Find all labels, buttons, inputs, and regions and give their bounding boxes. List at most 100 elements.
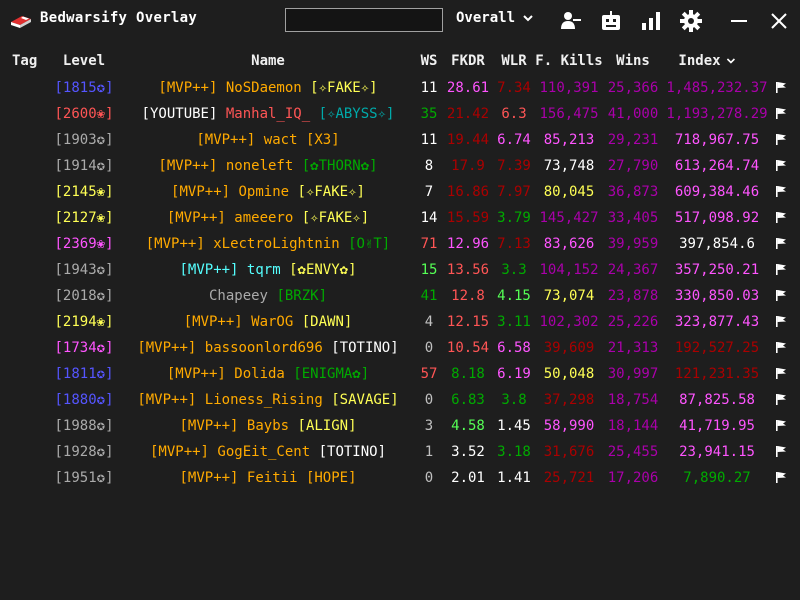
player-wlr: 6.19 xyxy=(497,366,531,382)
flag-icon[interactable] xyxy=(775,445,787,457)
stats-chart-icon[interactable] xyxy=(640,10,662,32)
search-input[interactable] xyxy=(285,8,443,32)
header-level[interactable]: Level xyxy=(62,53,106,69)
table-row[interactable]: [1880✪] [MVP++] Lioness_Rising [SAVAGE] 0 6… xyxy=(0,387,800,413)
table-row[interactable]: [2018✪] Chapeey [BRZK] 41 12.8 4.15 73,074 23,… xyxy=(0,283,800,309)
player-wlr: 3.79 xyxy=(497,210,531,226)
player-wins: 18,144 xyxy=(607,418,659,434)
player-winstreak: 4 xyxy=(424,314,434,330)
add-user-icon[interactable] xyxy=(560,10,582,32)
table-row[interactable]: [1914✪] [MVP++] noneleft [✿THORN✿] 8 17.9 7.… xyxy=(0,153,800,179)
player-name-cell[interactable]: [MVP++] xLectroLightnin [O✌T] xyxy=(146,231,390,257)
player-wlr: 7.39 xyxy=(497,158,531,174)
flag-icon[interactable] xyxy=(775,107,787,119)
player-guild: [ALIGN] xyxy=(297,418,357,434)
flag-icon[interactable] xyxy=(775,341,787,353)
flag-icon[interactable] xyxy=(775,133,787,145)
flag-icon[interactable] xyxy=(775,263,787,275)
player-wins: 33,405 xyxy=(607,210,659,226)
flag-icon[interactable] xyxy=(775,393,787,405)
player-guild: [HOPE] xyxy=(305,470,357,486)
header-tag[interactable]: Tag xyxy=(12,53,38,69)
flag-icon[interactable] xyxy=(775,367,787,379)
table-row[interactable]: [1988✪] [MVP++] Baybs [ALIGN] 3 4.58 1.45 58,… xyxy=(0,413,800,439)
player-name-cell[interactable]: Chapeey [BRZK] xyxy=(209,283,327,309)
flag-icon[interactable] xyxy=(775,159,787,171)
table-row[interactable]: [2194❀] [MVP++] WarOG [DAWN] 4 12.15 3.11 102… xyxy=(0,309,800,335)
player-wins: 25,366 xyxy=(607,80,659,96)
table-row[interactable]: [2145❀] [MVP++] Opmine [✧FAKE✧] 7 16.86 7.97… xyxy=(0,179,800,205)
table-row[interactable]: [1734✪] [MVP++] bassoonlord696 [TOTINO] 0 1… xyxy=(0,335,800,361)
player-level: [2600❀] xyxy=(54,106,114,122)
player-index: 323,877.43 xyxy=(674,314,760,330)
mode-dropdown[interactable]: Overall xyxy=(456,10,533,30)
player-name-cell[interactable]: [MVP++] ameeero [✧FAKE✧] xyxy=(167,205,369,231)
player-name-cell[interactable]: [MVP++] NoSDaemon [✧FAKE✧] xyxy=(158,75,377,101)
gear-icon[interactable] xyxy=(680,10,702,32)
player-name-cell[interactable]: [MVP++] bassoonlord696 [TOTINO] xyxy=(137,335,398,361)
table-row[interactable]: [1903✪] [MVP++] wact [X3] 11 19.44 6.74 85,21… xyxy=(0,127,800,153)
player-name-cell[interactable]: [MVP++] noneleft [✿THORN✿] xyxy=(158,153,377,179)
table-row[interactable]: [2600❀] [YOUTUBE] Manhal_IQ_ [✧ABYSS✧] 35 2… xyxy=(0,101,800,127)
player-name-cell[interactable]: [MVP++] tqrm [✿ENVY✿] xyxy=(179,257,356,283)
player-winstreak: 0 xyxy=(424,470,434,486)
minimize-icon[interactable] xyxy=(728,10,750,32)
table-row[interactable]: [1815✪] [MVP++] NoSDaemon [✧FAKE✧] 11 28.61… xyxy=(0,75,800,101)
player-final-kills: 25,721 xyxy=(543,470,595,486)
player-final-kills: 39,609 xyxy=(543,340,595,356)
header-fkills[interactable]: F. Kills xyxy=(535,53,603,69)
player-index: 41,719.95 xyxy=(679,418,755,434)
flag-icon[interactable] xyxy=(775,471,787,483)
player-level: [2018✪] xyxy=(54,288,114,304)
player-name-cell[interactable]: [MVP++] Feitii [HOPE] xyxy=(179,465,356,491)
player-guild: [✿ENVY✿] xyxy=(289,262,357,278)
player-fkdr: 4.58 xyxy=(451,418,485,434)
player-level: [2145❀] xyxy=(54,184,114,200)
table-row[interactable]: [2369❀] [MVP++] xLectroLightnin [O✌T] 71 12… xyxy=(0,231,800,257)
table-row[interactable]: [1951✪] [MVP++] Feitii [HOPE] 0 2.01 1.41 25,… xyxy=(0,465,800,491)
table-row[interactable]: [2127❀] [MVP++] ameeero [✧FAKE✧] 14 15.59 3.… xyxy=(0,205,800,231)
header-wlr[interactable]: WLR xyxy=(501,53,527,69)
player-guild: [SAVAGE] xyxy=(331,392,399,408)
player-name-cell[interactable]: [MVP++] Dolida [ENIGMA✿] xyxy=(167,361,369,387)
player-name-cell[interactable]: [YOUTUBE] Manhal_IQ_ [✧ABYSS✧] xyxy=(142,101,395,127)
flag-icon[interactable] xyxy=(775,185,787,197)
player-rank: [MVP++] xyxy=(166,366,226,382)
table-row[interactable]: [1928✪] [MVP++] GogEit_Cent [TOTINO] 1 3.52… xyxy=(0,439,800,465)
player-rank: [MVP++] xyxy=(179,262,239,278)
player-wins: 24,367 xyxy=(607,262,659,278)
player-wlr: 7.34 xyxy=(497,80,531,96)
player-name-cell[interactable]: [MVP++] GogEit_Cent [TOTINO] xyxy=(150,439,386,465)
flag-icon[interactable] xyxy=(775,81,787,93)
close-icon[interactable] xyxy=(768,10,790,32)
player-final-kills: 156,475 xyxy=(539,106,599,122)
header-wins[interactable]: Wins xyxy=(616,53,650,69)
player-wlr: 1.45 xyxy=(497,418,531,434)
player-name-cell[interactable]: [MVP++] Opmine [✧FAKE✧] xyxy=(171,179,365,205)
flag-icon[interactable] xyxy=(775,237,787,249)
flag-icon[interactable] xyxy=(775,211,787,223)
player-name-cell[interactable]: [MVP++] Baybs [ALIGN] xyxy=(179,413,356,439)
table-row[interactable]: [1943✪] [MVP++] tqrm [✿ENVY✿] 15 13.56 3.3 10… xyxy=(0,257,800,283)
player-wins: 36,873 xyxy=(607,184,659,200)
robot-icon[interactable] xyxy=(600,10,622,32)
player-winstreak: 1 xyxy=(424,444,434,460)
player-fkdr: 16.86 xyxy=(446,184,490,200)
player-name-cell[interactable]: [MVP++] WarOG [DAWN] xyxy=(184,309,353,335)
player-fkdr: 6.83 xyxy=(451,392,485,408)
flag-icon[interactable] xyxy=(775,419,787,431)
flag-icon[interactable] xyxy=(775,289,787,301)
player-name-cell[interactable]: [MVP++] wact [X3] xyxy=(196,127,339,153)
player-rank: [MVP++] xyxy=(171,184,231,200)
header-name[interactable]: Name xyxy=(251,53,285,69)
player-final-kills: 58,990 xyxy=(543,418,595,434)
chevron-down-icon xyxy=(523,12,533,25)
table-row[interactable]: [1811✪] [MVP++] Dolida [ENIGMA✿] 57 8.18 6.1… xyxy=(0,361,800,387)
player-name-cell[interactable]: [MVP++] Lioness_Rising [SAVAGE] xyxy=(137,387,398,413)
header-fkdr[interactable]: FKDR xyxy=(451,53,485,69)
player-name: tqrm xyxy=(246,262,281,278)
flag-icon[interactable] xyxy=(775,315,787,327)
player-wins: 29,231 xyxy=(607,132,659,148)
header-index[interactable]: Index xyxy=(678,53,736,69)
header-ws[interactable]: WS xyxy=(420,53,438,69)
